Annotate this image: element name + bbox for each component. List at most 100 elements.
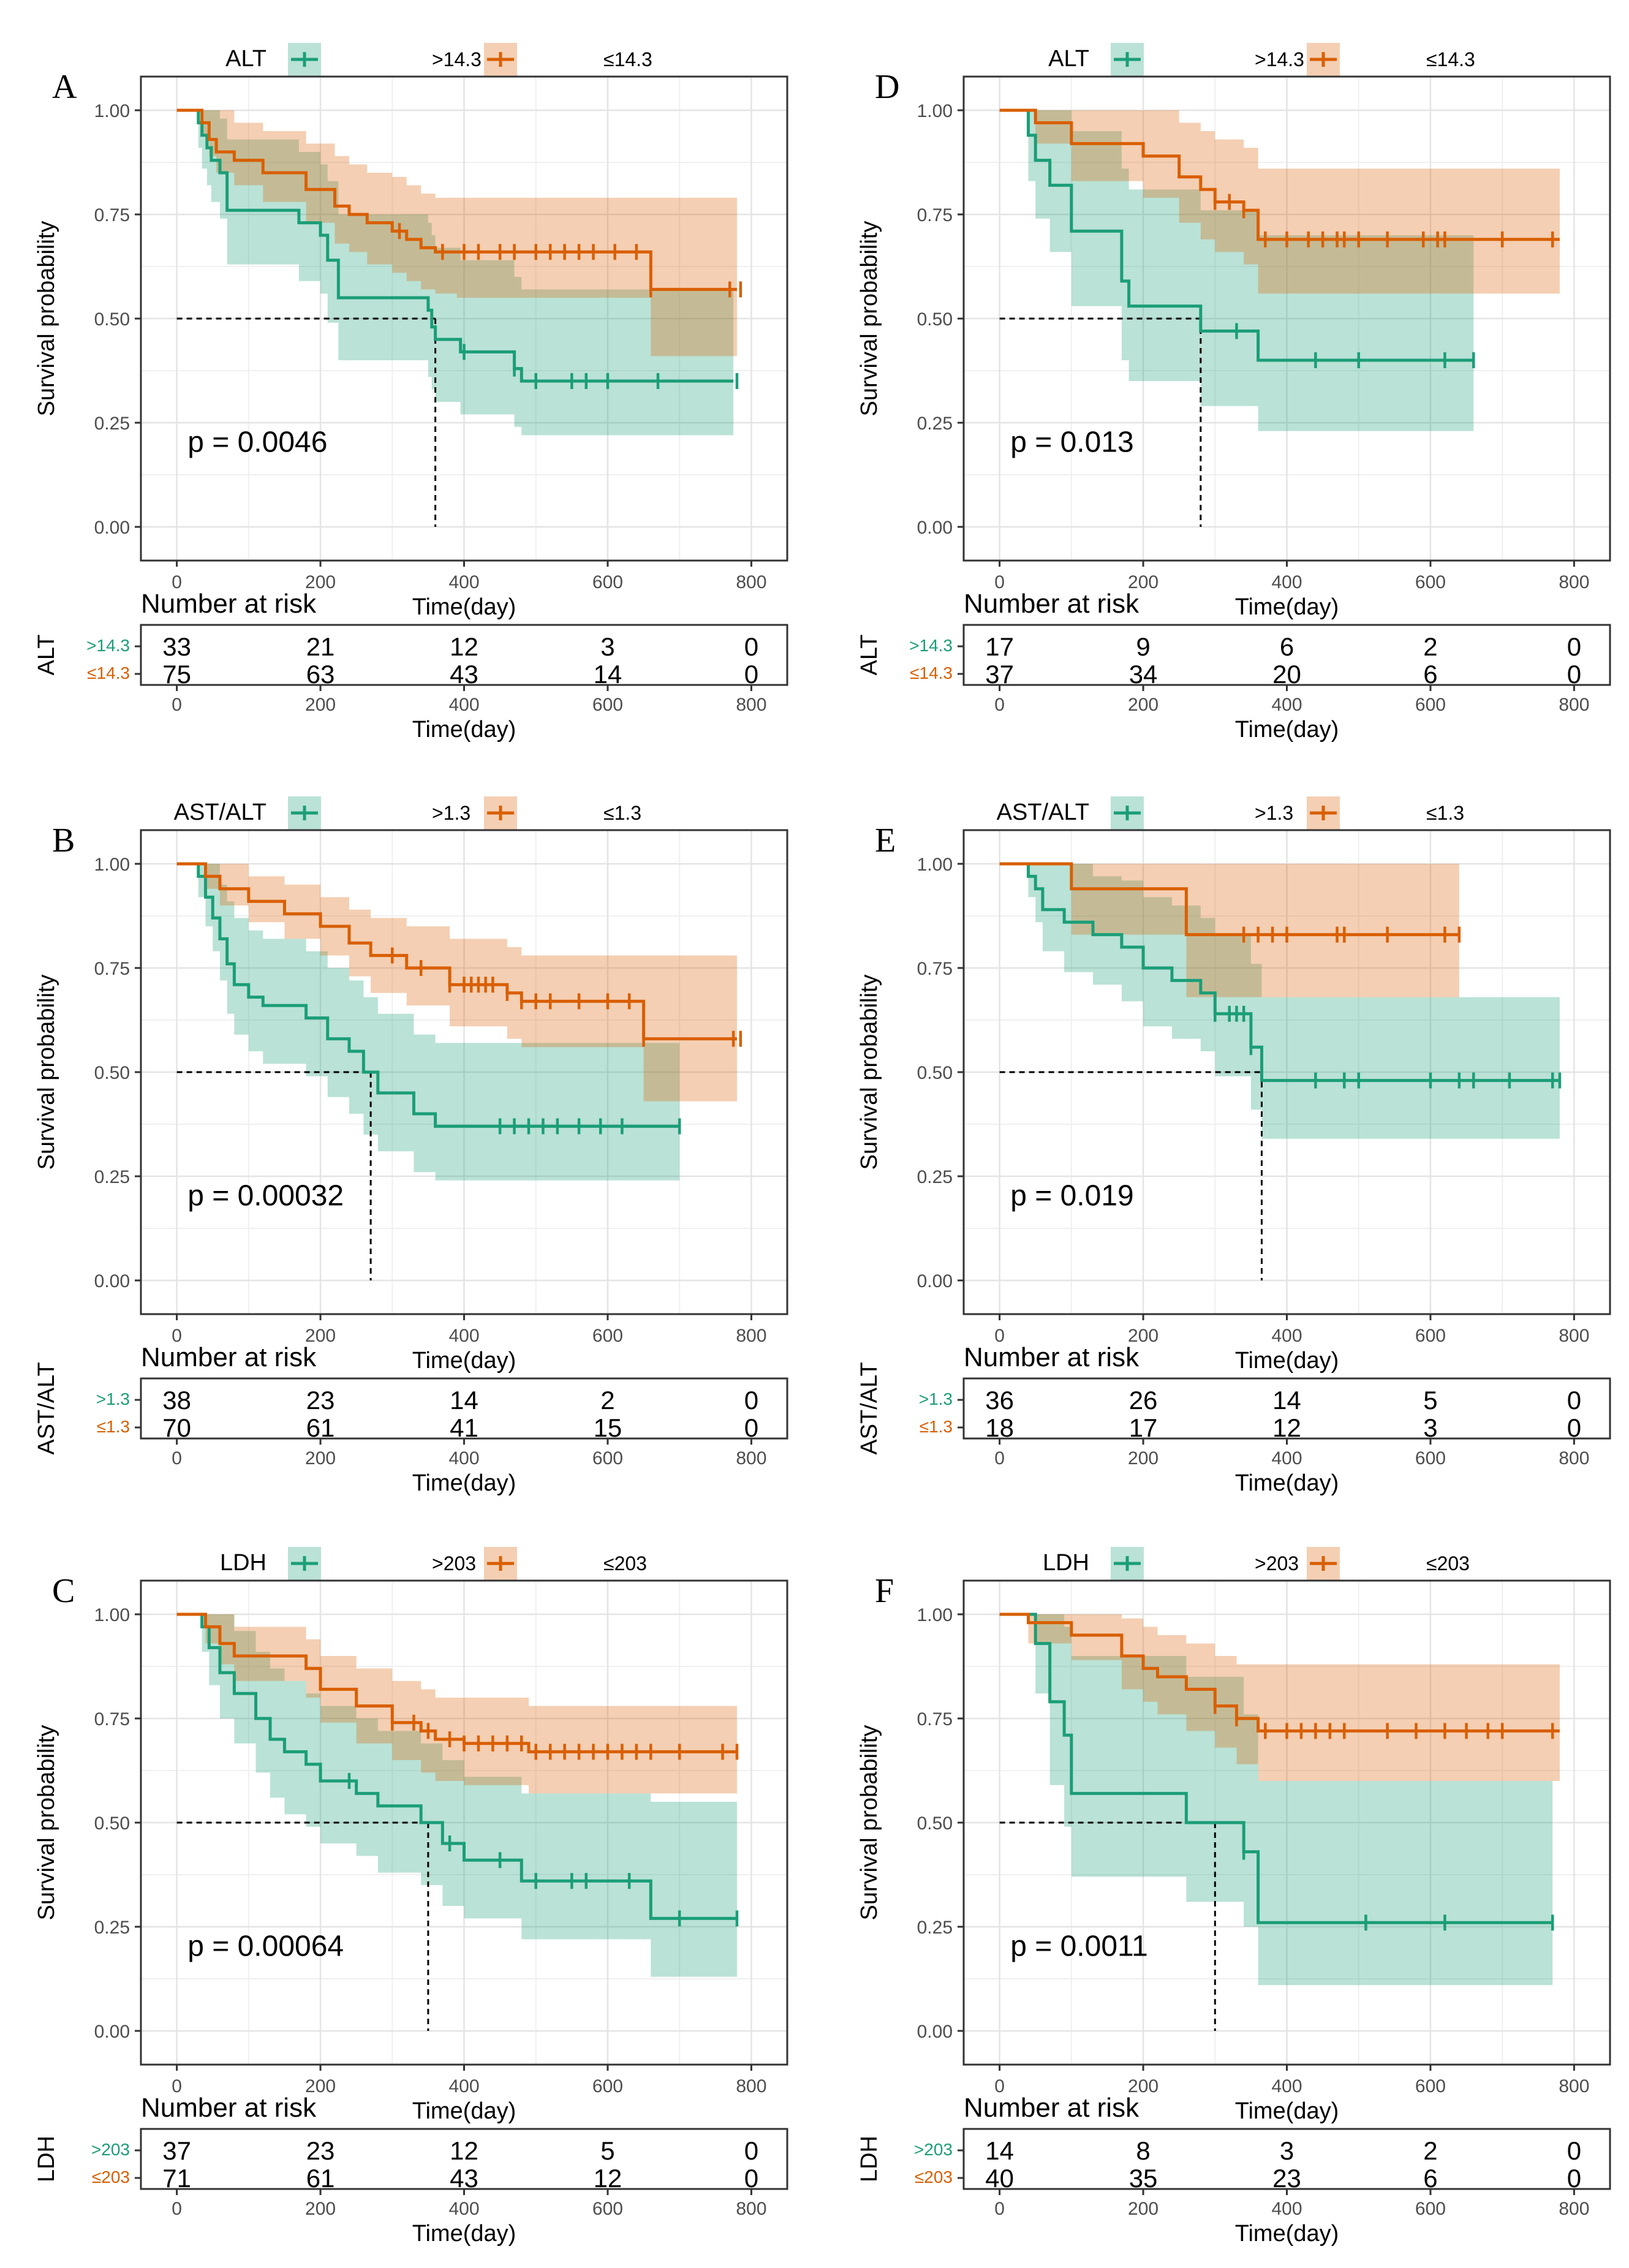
legend-title: AST/ALT xyxy=(997,799,1089,825)
x-tick-label: 0 xyxy=(172,2076,182,2096)
risk-x-tick-label: 600 xyxy=(1415,695,1446,715)
risk-x-tick-label: 200 xyxy=(1128,695,1158,715)
legend-title: AST/ALT xyxy=(174,799,266,825)
survival-curve-1 xyxy=(176,1612,737,1920)
x-tick-label: 400 xyxy=(448,572,479,592)
risk-count: 0 xyxy=(744,632,758,661)
ci-band-1 xyxy=(999,1614,1553,1986)
risk-x-tick-label: 400 xyxy=(448,695,479,715)
risk-table-title: Number at risk xyxy=(964,2093,1140,2123)
legend-label-2: ≤1.3 xyxy=(603,802,641,824)
risk-count: 23 xyxy=(306,2136,335,2165)
y-tick-label: 0.00 xyxy=(917,518,953,538)
gridlines xyxy=(964,77,1610,561)
km-panel-b: AST/ALT >1.3 ≤1.3B0.000.250.500.751.000 200… xyxy=(34,796,788,1496)
risk-count: 63 xyxy=(306,660,335,689)
km-panel-e: AST/ALT >1.3 ≤1.3 E 0.00 0.25 0.50 0.75 1.00 0 200… xyxy=(856,796,1611,1496)
risk-x-tick-label: 200 xyxy=(1128,2199,1158,2219)
risk-count: 61 xyxy=(306,1413,335,1442)
km-panel-a: ALT >14.3 ≤14.3 A 0.00 0.25 0.50 0.75 1.00 0 200 40… xyxy=(34,43,788,743)
risk-count: 26 xyxy=(1129,1386,1158,1415)
risk-x-tick-label: 0 xyxy=(994,695,1005,715)
risk-x-tick-label: 200 xyxy=(305,1448,336,1469)
y-tick-label: 0.00 xyxy=(94,518,130,538)
survival-curve-1 xyxy=(176,862,680,1128)
risk-count: 33 xyxy=(162,632,191,661)
risk-x-tick-label: 600 xyxy=(592,2199,623,2219)
p-value: p = 0.00064 xyxy=(187,1930,344,1963)
y-tick-label: 1.00 xyxy=(917,101,953,121)
risk-x-tick-label: 400 xyxy=(448,2199,479,2219)
ci-band-1 xyxy=(176,110,734,436)
x-tick-label: 600 xyxy=(592,2076,623,2096)
survival-curve-1 xyxy=(999,1612,1553,1924)
legend-title: ALT xyxy=(1048,46,1089,72)
risk-y-axis-title: LDH xyxy=(856,2136,882,2182)
risk-row-label-2: ≤203 xyxy=(92,2168,130,2187)
risk-count: 0 xyxy=(1567,2136,1581,2165)
x-tick-label: 0 xyxy=(172,1326,182,1346)
y-tick-label: 1.00 xyxy=(94,855,130,875)
risk-x-tick-label: 0 xyxy=(994,1448,1005,1469)
x-tick-label: 200 xyxy=(305,572,336,592)
y-tick-label: 0.75 xyxy=(917,1709,953,1729)
y-tick-label: 0.25 xyxy=(917,1918,953,1938)
y-tick-label: 0.50 xyxy=(94,1813,130,1834)
risk-count: 36 xyxy=(985,1386,1014,1415)
risk-count: 17 xyxy=(1129,1413,1158,1442)
x-tick-label: 600 xyxy=(1415,572,1446,592)
risk-count: 20 xyxy=(1272,660,1301,689)
risk-count: 43 xyxy=(450,2164,478,2193)
risk-count: 12 xyxy=(450,632,478,661)
risk-x-tick-label: 200 xyxy=(305,695,336,715)
x-tick-label: 0 xyxy=(994,1326,1005,1346)
y-tick-label: 0.50 xyxy=(94,309,130,330)
risk-table-title: Number at risk xyxy=(141,589,317,619)
legend-label-2: ≤203 xyxy=(1426,1552,1470,1574)
risk-table-title: Number at risk xyxy=(964,589,1140,619)
x-axis-title: Time(day) xyxy=(412,1348,516,1374)
risk-x-tick-label: 800 xyxy=(736,2199,766,2219)
y-tick-label: 0.25 xyxy=(917,414,953,434)
risk-x-tick-label: 800 xyxy=(1559,2199,1589,2219)
risk-x-axis-title: Time(day) xyxy=(412,1470,516,1496)
y-tick-label: 0.75 xyxy=(917,959,953,979)
risk-count: 5 xyxy=(1423,1386,1437,1415)
risk-x-tick-label: 600 xyxy=(1415,1448,1446,1469)
km-panel-c: LDH >203 ≤203 C 0.00 0.25 0.50 0.75 1.00 0 200 400 6… xyxy=(34,1547,788,2247)
y-axis-title: Survival probability xyxy=(856,221,882,417)
risk-count: 41 xyxy=(450,1413,478,1442)
risk-row-label-1: >203 xyxy=(914,2140,953,2159)
x-tick-label: 400 xyxy=(1271,572,1302,592)
risk-count: 0 xyxy=(744,1386,758,1415)
x-tick-label: 600 xyxy=(1415,2076,1446,2096)
p-value: p = 0.019 xyxy=(1010,1180,1134,1212)
y-tick-label: 0.50 xyxy=(917,309,953,330)
x-tick-label: 400 xyxy=(1271,1326,1302,1346)
legend-label-2: ≤14.3 xyxy=(1426,48,1475,70)
x-axis-title: Time(day) xyxy=(412,2098,516,2124)
x-tick-label: 200 xyxy=(305,1326,336,1346)
y-tick-label: 1.00 xyxy=(94,1605,130,1625)
legend-title: LDH xyxy=(220,1550,266,1576)
risk-count: 14 xyxy=(594,660,622,689)
risk-table-title: Number at risk xyxy=(141,2093,317,2123)
survival-curve-2 xyxy=(999,862,1459,937)
x-tick-label: 800 xyxy=(1559,572,1589,592)
risk-count: 70 xyxy=(162,1413,191,1442)
gridlines xyxy=(964,830,1610,1314)
p-value: p = 0.00032 xyxy=(187,1180,344,1212)
risk-y-axis-title: AST/ALT xyxy=(34,1362,59,1454)
risk-x-tick-label: 200 xyxy=(305,2199,336,2219)
risk-x-tick-label: 400 xyxy=(1271,695,1302,715)
risk-x-tick-label: 600 xyxy=(592,1448,623,1469)
risk-x-tick-label: 800 xyxy=(736,695,766,715)
legend-label-1: >1.3 xyxy=(432,802,471,824)
y-tick-label: 0.00 xyxy=(94,1271,130,1291)
risk-count: 12 xyxy=(594,2164,622,2193)
y-tick-label: 1.00 xyxy=(94,101,130,121)
risk-count: 17 xyxy=(985,632,1014,661)
km-panel-d: ALT >14.3 ≤14.3D0.000.250.500.751.000 200 40… xyxy=(856,43,1611,743)
risk-x-tick-label: 0 xyxy=(994,2199,1005,2219)
